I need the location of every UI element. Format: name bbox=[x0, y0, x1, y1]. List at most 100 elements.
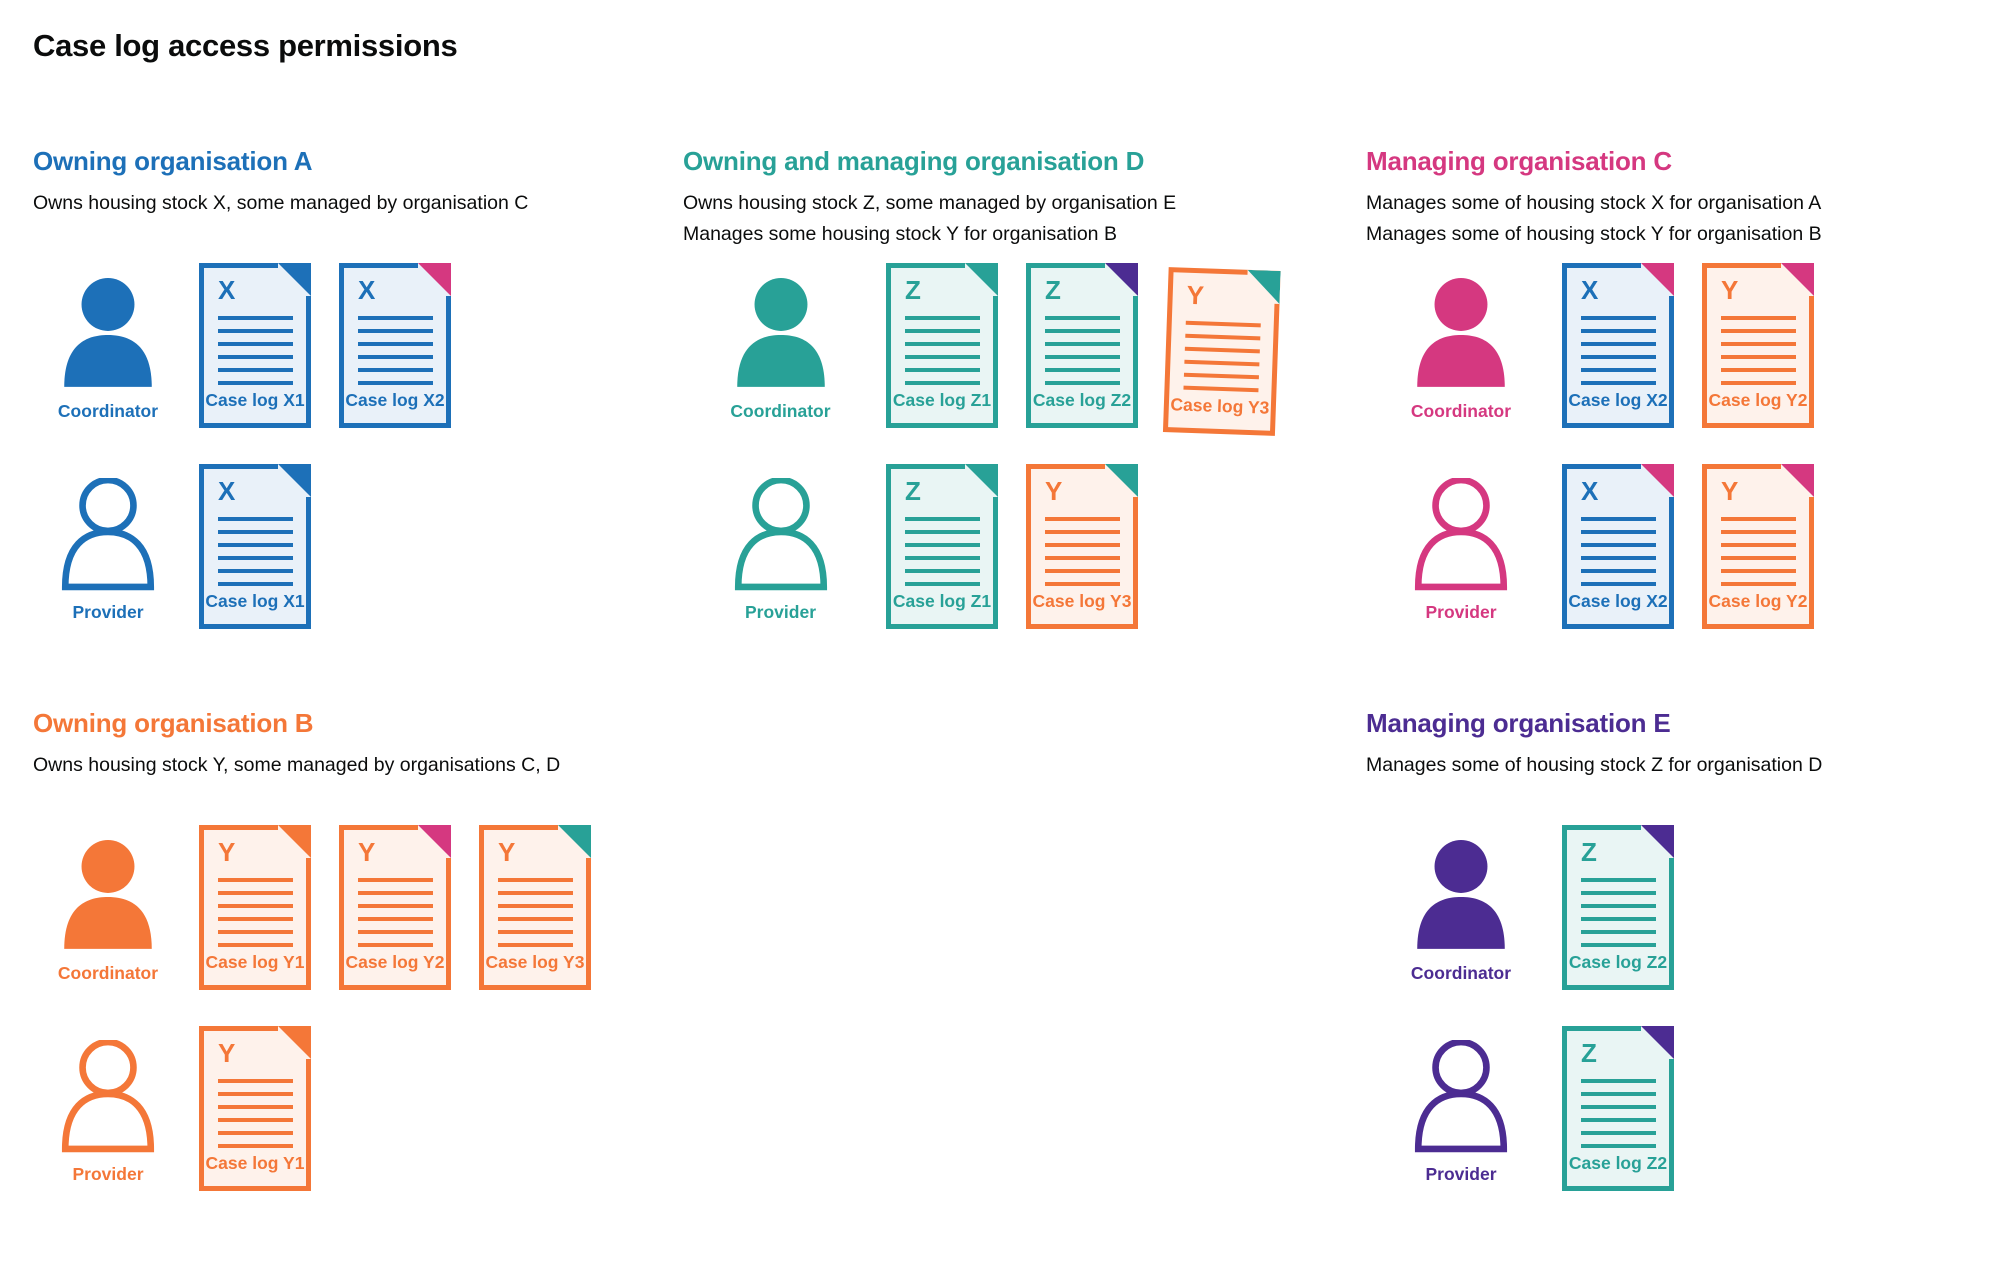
doc-stock-letter: Z bbox=[1045, 275, 1061, 305]
provider-person-icon bbox=[61, 478, 155, 591]
coordinator-person-icon bbox=[1417, 278, 1505, 387]
section-title: Owning organisation A bbox=[33, 146, 313, 176]
case-log-doc: X Case log X2 bbox=[1562, 464, 1674, 629]
doc-text-lines-icon bbox=[1045, 517, 1120, 595]
description-line: Manages some of housing stock X for orga… bbox=[1366, 192, 1822, 214]
fold-corner-icon bbox=[278, 825, 311, 858]
coordinator-person-icon bbox=[64, 278, 152, 387]
doc-text-lines-icon bbox=[1721, 316, 1796, 394]
coordinator-figure: Coordinator bbox=[33, 263, 183, 422]
doc-stock-letter: X bbox=[1581, 476, 1599, 506]
doc-label: Case log Y1 bbox=[205, 1153, 305, 1173]
section-owning-organisation-a: Owning organisation A Owns housing stock… bbox=[33, 146, 693, 629]
doc-stock-letter: Y bbox=[218, 1038, 236, 1068]
doc-label: Case log Z1 bbox=[892, 390, 992, 410]
provider-figure: Provider bbox=[683, 464, 878, 623]
coordinator-figure: Coordinator bbox=[683, 263, 878, 422]
provider-row: Provider X Case log X2 Y Case log Y2 bbox=[1366, 464, 1814, 629]
doc-stock-letter: Y bbox=[1721, 275, 1739, 305]
provider-row: Provider Y Case log Y1 bbox=[33, 1026, 311, 1191]
provider-person-icon bbox=[61, 1040, 155, 1153]
provider-row: Provider Z Case log Z1 Y Case log Y3 bbox=[683, 464, 1138, 629]
fold-corner-icon bbox=[965, 464, 998, 497]
provider-figure: Provider bbox=[33, 464, 183, 623]
coordinator-person-icon bbox=[736, 278, 825, 387]
doc-label: Case log Y2 bbox=[1708, 591, 1808, 611]
description-line: Owns housing stock X, some managed by or… bbox=[33, 192, 529, 214]
doc-label: Case log X2 bbox=[345, 390, 445, 410]
section-description: Manages some of housing stock X for orga… bbox=[1366, 188, 2000, 250]
doc-label: Case log Z1 bbox=[892, 591, 992, 611]
doc-text-lines-icon bbox=[1581, 316, 1656, 394]
role-label: Coordinator bbox=[730, 401, 831, 421]
coordinator-row: Coordinator Y Case log Y1 Y Case log Y2 bbox=[33, 825, 591, 990]
doc-label: Case log Y2 bbox=[1708, 390, 1808, 410]
section-owning-organisation-b: Owning organisation B Owns housing stock… bbox=[33, 708, 693, 1191]
doc-stock-letter: Y bbox=[358, 837, 376, 867]
doc-stock-letter: X bbox=[358, 275, 376, 305]
provider-person-icon bbox=[734, 478, 827, 591]
doc-label: Case log X1 bbox=[205, 390, 305, 410]
role-label: Coordinator bbox=[1410, 401, 1512, 421]
doc-stock-letter: X bbox=[218, 275, 236, 305]
case-log-doc: Y Case log Y1 bbox=[199, 1026, 311, 1191]
fold-corner-icon bbox=[1641, 464, 1674, 497]
fold-corner-icon bbox=[1781, 263, 1814, 296]
section-description: Owns housing stock Z, some managed by or… bbox=[683, 188, 1343, 250]
case-log-doc: Y Case log Y1 bbox=[199, 825, 311, 990]
doc-text-lines-icon bbox=[358, 316, 433, 394]
doc-text-lines-icon bbox=[218, 878, 293, 956]
section-title: Owning and managing organisation D bbox=[683, 146, 1145, 176]
doc-text-lines-icon bbox=[905, 517, 980, 595]
doc-stock-letter: Z bbox=[905, 476, 921, 506]
doc-stock-letter: Z bbox=[905, 275, 921, 305]
role-label: Coordinator bbox=[57, 963, 159, 983]
case-log-doc: Y Case log Y2 bbox=[1702, 464, 1814, 629]
doc-label: Case log Y3 bbox=[1170, 394, 1270, 418]
doc-stock-letter: Y bbox=[1186, 279, 1205, 311]
fold-corner-icon bbox=[1641, 825, 1674, 858]
case-log-doc: X Case log X2 bbox=[339, 263, 451, 428]
doc-text-lines-icon bbox=[905, 316, 980, 394]
fold-corner-icon bbox=[1781, 464, 1814, 497]
doc-label: Case log X1 bbox=[205, 591, 305, 611]
doc-label: Case log X2 bbox=[1568, 591, 1668, 611]
role-label: Provider bbox=[1425, 602, 1497, 622]
coordinator-person-icon bbox=[1417, 840, 1505, 949]
fold-corner-icon bbox=[1105, 464, 1138, 497]
case-log-doc: Y Case log Y2 bbox=[339, 825, 451, 990]
case-log-doc: Z Case log Z1 bbox=[886, 464, 998, 629]
doc-stock-letter: X bbox=[1581, 275, 1599, 305]
doc-stock-letter: Y bbox=[498, 837, 516, 867]
section-description: Owns housing stock Y, some managed by or… bbox=[33, 750, 693, 781]
section-managing-organisation-e: Managing organisation E Manages some of … bbox=[1366, 708, 2000, 1191]
provider-row: Provider X Case log X1 bbox=[33, 464, 311, 629]
description-line: Manages some of housing stock Z for orga… bbox=[1366, 754, 1823, 776]
fold-corner-icon bbox=[278, 263, 311, 296]
description-line: Owns housing stock Y, some managed by or… bbox=[33, 754, 561, 776]
section-title: Managing organisation C bbox=[1366, 146, 1672, 176]
doc-stock-letter: Z bbox=[1581, 837, 1597, 867]
coordinator-figure: Coordinator bbox=[1366, 263, 1556, 422]
section-title: Managing organisation E bbox=[1366, 708, 1671, 738]
doc-label: Case log Z2 bbox=[1568, 952, 1668, 972]
case-log-doc: X Case log X2 bbox=[1562, 263, 1674, 428]
fold-corner-icon bbox=[418, 263, 451, 296]
provider-figure: Provider bbox=[1366, 464, 1556, 623]
provider-person-icon bbox=[1414, 478, 1508, 591]
description-line: Manages some of housing stock Y for orga… bbox=[1366, 223, 1822, 245]
case-log-doc: X Case log X1 bbox=[199, 464, 311, 629]
fold-corner-icon bbox=[418, 825, 451, 858]
fold-corner-icon bbox=[278, 464, 311, 497]
role-label: Provider bbox=[745, 602, 816, 622]
case-log-doc: Y Case log Y2 bbox=[1702, 263, 1814, 428]
coordinator-person-icon bbox=[64, 840, 152, 949]
coordinator-figure: Coordinator bbox=[33, 825, 183, 984]
role-label: Coordinator bbox=[1410, 963, 1512, 983]
coordinator-row: Coordinator X Case log X2 Y Case log Y2 bbox=[1366, 263, 1814, 428]
section-description: Manages some of housing stock Z for orga… bbox=[1366, 750, 2000, 781]
doc-text-lines-icon bbox=[1581, 878, 1656, 956]
doc-stock-letter: Y bbox=[1045, 476, 1063, 506]
case-log-doc: Y Case log Y3 bbox=[1026, 464, 1138, 629]
doc-stock-letter: X bbox=[218, 476, 236, 506]
